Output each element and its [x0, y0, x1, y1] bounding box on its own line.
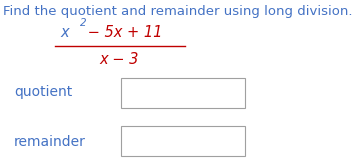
FancyBboxPatch shape	[121, 78, 245, 108]
Text: 2: 2	[80, 18, 87, 28]
Text: remainder: remainder	[14, 135, 86, 149]
Text: − 5x + 11: − 5x + 11	[83, 25, 163, 40]
Text: quotient: quotient	[14, 85, 72, 99]
FancyBboxPatch shape	[121, 126, 245, 156]
Text: x − 3: x − 3	[99, 52, 138, 67]
Text: x: x	[60, 25, 69, 40]
Text: Find the quotient and remainder using long division.: Find the quotient and remainder using lo…	[3, 5, 352, 18]
